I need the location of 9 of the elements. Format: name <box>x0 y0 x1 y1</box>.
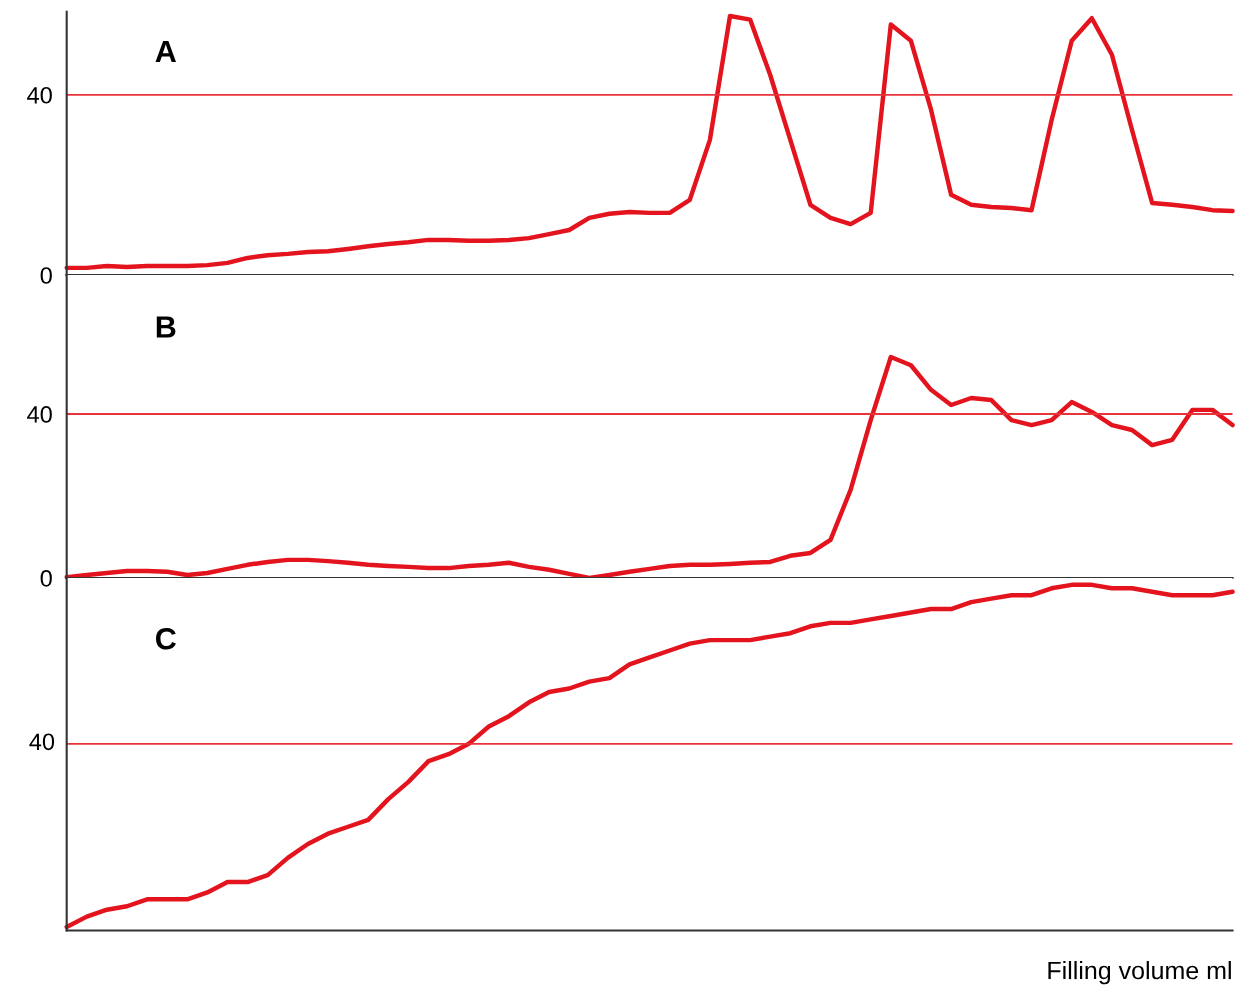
annotation: B <box>156 316 176 338</box>
annotation: A <box>155 40 177 62</box>
annotation: C <box>156 627 176 650</box>
y-tick-label: 0 <box>40 267 52 284</box>
y-tick-label: 40 <box>27 86 52 104</box>
y-tick-label: 40 <box>27 406 52 423</box>
x-axis-title: Filling volume ml <box>1048 961 1231 985</box>
y-tick-label: 0 <box>40 569 52 587</box>
line-series <box>64 13 1235 271</box>
